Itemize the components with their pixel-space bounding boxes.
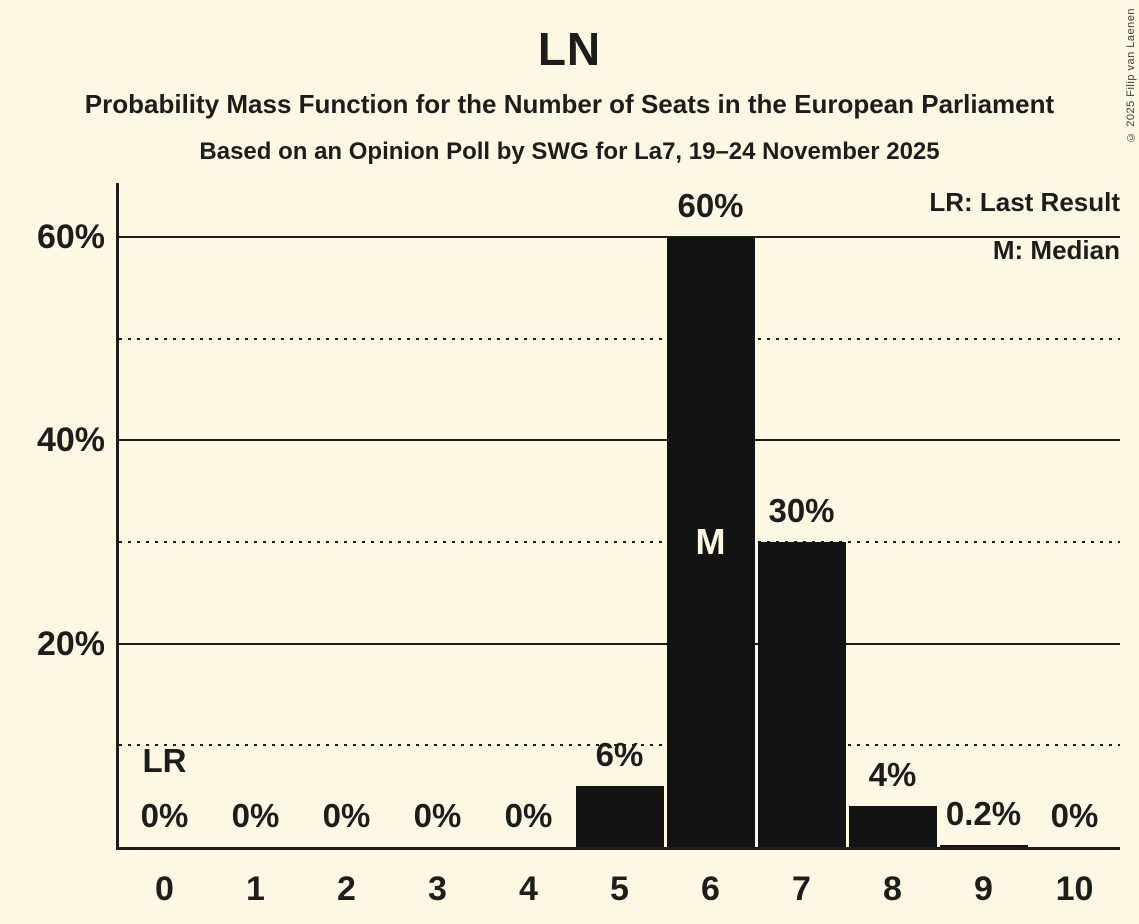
gridline-solid-20 [119, 642, 1120, 645]
value-label-seat-10: 0% [1050, 797, 1099, 834]
y-tick-label-40: 40% [36, 421, 105, 460]
legend-last-result: LR: Last Result [929, 187, 1120, 217]
y-tick-label-20: 20% [36, 624, 105, 663]
gridline-dotted-50 [119, 337, 1120, 340]
last-result-marker: LR [142, 742, 187, 779]
gridline-solid-40 [119, 439, 1120, 442]
x-axis-labels: 0 1 2 3 4 5 6 7 8 9 10 [119, 872, 1120, 912]
bar-seat-5 [575, 786, 664, 847]
bar-seat-9 [939, 844, 1028, 847]
value-label-seat-3: 0% [413, 797, 462, 834]
x-tick-label-10: 10 [1055, 870, 1094, 908]
copyright-notice: © 2025 Filip van Laenen [1125, 8, 1137, 143]
x-tick-label-0: 0 [155, 870, 174, 908]
gridline-dotted-10 [119, 744, 1120, 747]
x-tick-label-2: 2 [337, 870, 356, 908]
chart-title: LN [537, 23, 602, 75]
median-marker: M [695, 521, 726, 562]
value-label-seat-9: 0.2% [945, 794, 1022, 832]
value-label-seat-7: 30% [768, 492, 835, 529]
value-label-seat-2: 0% [322, 797, 371, 834]
value-label-seat-0: 0% [140, 797, 189, 834]
x-tick-label-3: 3 [428, 870, 447, 908]
y-tick-label-60: 60% [36, 218, 105, 256]
gridline-dotted-30 [119, 541, 1120, 543]
y-axis-labels: 20% 40% 60% [0, 0, 105, 924]
legend-median: M: Median [992, 235, 1120, 265]
bar-seat-8 [848, 806, 937, 847]
x-tick-label-4: 4 [519, 870, 538, 908]
value-label-seat-1: 0% [231, 797, 280, 834]
gridline-solid-60 [119, 236, 1120, 238]
x-tick-label-8: 8 [883, 870, 902, 908]
x-tick-label-7: 7 [792, 870, 811, 908]
plot-area: 0% 0% 0% 0% 0% 6% 60% 30% 4% 0.2% 0% LR M [116, 183, 1120, 850]
value-label-seat-5: 6% [595, 736, 644, 773]
chart-poll-details: Based on an Opinion Poll by SWG for La7,… [199, 138, 940, 165]
chart-subtitle: Probability Mass Function for the Number… [84, 89, 1055, 119]
bar-seat-6 [666, 237, 755, 847]
value-label-seat-8: 4% [868, 756, 917, 794]
value-label-seat-4: 0% [504, 797, 553, 834]
x-tick-label-6: 6 [701, 870, 720, 908]
value-label-seat-6: 60% [677, 187, 744, 224]
x-tick-label-1: 1 [246, 870, 265, 908]
x-tick-label-9: 9 [974, 870, 993, 908]
chart-legend: LR: Last Result M: Median [929, 178, 1120, 274]
x-tick-label-5: 5 [610, 870, 629, 908]
bar-seat-7 [757, 542, 846, 847]
